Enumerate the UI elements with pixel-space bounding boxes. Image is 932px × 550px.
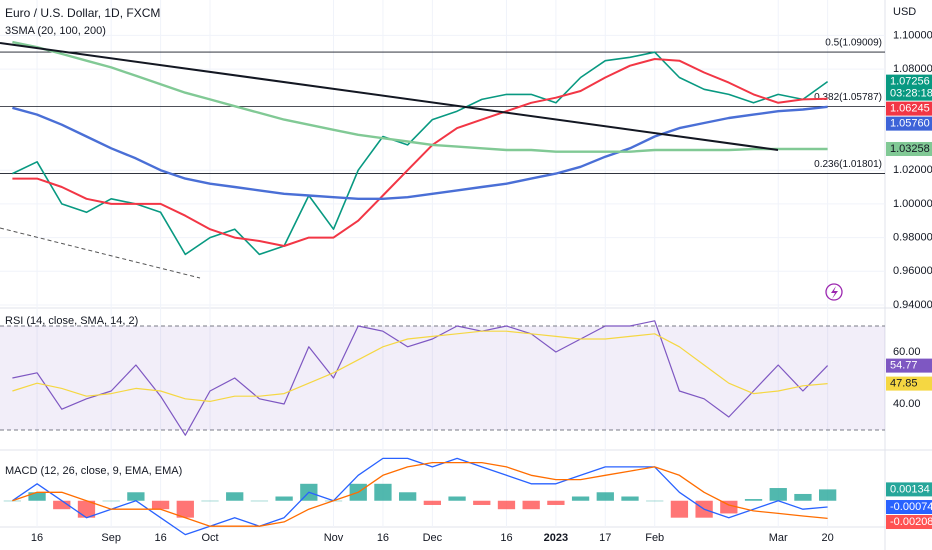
price-tag-label: 1.07256 xyxy=(890,76,930,88)
x-tick-label: 16 xyxy=(31,532,43,544)
macd-histogram-bar xyxy=(720,500,738,514)
x-tick-label: 17 xyxy=(599,532,611,544)
rsi-band xyxy=(0,326,885,430)
x-tick-label: 16 xyxy=(377,532,389,544)
price-tag xyxy=(886,500,932,515)
x-tick-label: 16 xyxy=(500,532,512,544)
macd-histogram-bar xyxy=(522,500,540,510)
macd-histogram-bar xyxy=(275,496,293,501)
fib-label: 0.382(1.05787) xyxy=(814,92,882,103)
price-tag-label: 54.77 xyxy=(890,360,918,372)
x-tick-label: 20 xyxy=(822,532,834,544)
x-tick-label: Sep xyxy=(101,532,121,544)
macd-histogram-bar xyxy=(374,483,392,501)
macd-histogram-bar xyxy=(497,500,516,510)
alert-icon[interactable] xyxy=(825,283,843,301)
y-tick-label: 0.96000 xyxy=(893,265,932,277)
y-tick-label: 0.98000 xyxy=(893,232,932,244)
series-line xyxy=(12,58,828,247)
fib-label: 0.5(1.09009) xyxy=(825,38,882,49)
trend-line-dashed xyxy=(0,227,201,279)
macd-histogram-bar xyxy=(423,500,441,505)
plot: 0.5(1.09009) 0.382(1.05787) 0.236(1.01801) xyxy=(0,0,885,536)
price-tag xyxy=(886,482,932,497)
rsi-title: RSI (14, close, SMA, 14, 2) xyxy=(5,315,138,327)
macd-title: MACD (12, 26, close, 9, EMA, EMA) xyxy=(5,465,182,477)
macd-histogram-bar xyxy=(571,496,590,501)
y-tick-label: 1.02000 xyxy=(893,164,932,176)
y-tick-label: 1.10000 xyxy=(893,29,932,41)
series-line xyxy=(12,105,828,200)
axis-unit: USD xyxy=(893,6,916,18)
price-tag-label: 0.00134 xyxy=(890,483,930,495)
price-tag-label: 1.05760 xyxy=(890,118,930,130)
x-tick-label: Dec xyxy=(423,532,443,544)
price-tag xyxy=(886,376,932,391)
macd-histogram-bar xyxy=(473,500,491,505)
y-tick-label: 1.08000 xyxy=(893,63,932,75)
macd-histogram-bar xyxy=(744,499,763,501)
price-tag-label: 47.85 xyxy=(890,378,918,390)
price-tag xyxy=(886,141,932,156)
macd-histogram-bar xyxy=(646,500,664,502)
macd-histogram-bar xyxy=(226,492,244,501)
price-tag-label: -0.00074 xyxy=(890,501,932,513)
macd-histogram-bar xyxy=(151,500,170,510)
macd-histogram-bar xyxy=(399,492,417,501)
series-line xyxy=(12,51,829,256)
macd-histogram-bar xyxy=(102,500,120,502)
price-tag xyxy=(886,358,932,373)
trend-line xyxy=(0,42,779,151)
price-tag-label: 1.03258 xyxy=(890,143,930,155)
macd-histogram-bar xyxy=(250,500,269,502)
series-line xyxy=(12,330,828,402)
price-tag xyxy=(886,101,932,116)
price-tag-label: -0.00208 xyxy=(890,516,932,528)
fib-label: 0.236(1.01801) xyxy=(814,159,882,170)
price-tag-label: 1.06245 xyxy=(890,103,930,115)
macd-histogram-bar xyxy=(28,492,46,501)
macd-histogram-bar xyxy=(127,492,145,501)
y-tick-label: 1.00000 xyxy=(893,198,932,210)
macd-histogram-bar xyxy=(596,492,614,501)
macd-histogram-bar xyxy=(176,500,194,518)
macd-histogram-bar xyxy=(621,496,639,501)
price-tag xyxy=(886,116,932,131)
macd-histogram-bar xyxy=(3,500,21,502)
series-line xyxy=(12,40,828,153)
series-line xyxy=(12,461,828,527)
x-tick-label: Mar xyxy=(769,532,788,544)
x-tick-label: Feb xyxy=(645,532,664,544)
series-line xyxy=(12,320,829,436)
price-tag xyxy=(886,515,932,530)
macd-histogram-bar xyxy=(448,496,466,501)
price-tag xyxy=(886,74,932,101)
y-tick-label: 40.00 xyxy=(893,398,921,410)
y-tick-label: 60.00 xyxy=(893,346,921,358)
x-tick-label: Nov xyxy=(324,532,344,544)
macd-histogram-bar xyxy=(794,493,812,501)
macd-histogram-bar xyxy=(547,500,565,505)
x-tick-label: 2023 xyxy=(544,532,568,544)
indicator-title: 3SMA (20, 100, 200) xyxy=(5,25,106,37)
macd-histogram-bar xyxy=(819,489,837,501)
x-tick-label: Oct xyxy=(201,532,218,544)
y-tick-label: 0.94000 xyxy=(893,299,932,311)
macd-histogram-bar xyxy=(769,488,787,501)
macd-histogram-bar xyxy=(670,500,689,518)
x-tick-label: 16 xyxy=(154,532,166,544)
macd-histogram-bar xyxy=(53,500,71,510)
alert-bolt xyxy=(831,286,838,299)
macd-histogram-bar xyxy=(77,500,96,518)
countdown-label: 03:28:18 xyxy=(890,88,932,100)
macd-histogram-bar xyxy=(201,500,219,502)
chart-title: Euro / U.S. Dollar, 1D, FXCM xyxy=(5,6,160,20)
